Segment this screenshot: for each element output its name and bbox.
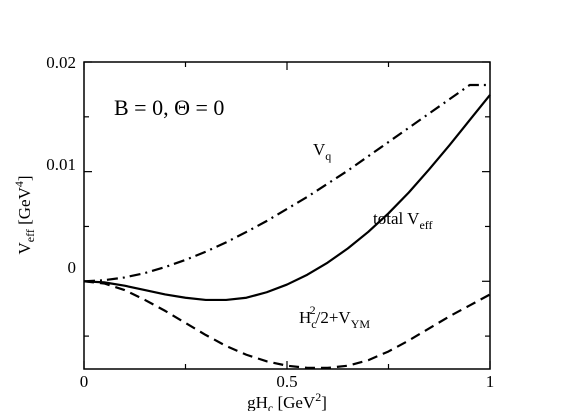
x-tick-label-0.5: 0.5: [276, 372, 297, 391]
series-label-vq-sub: q: [325, 149, 331, 163]
series-label-hc-ym-mid: /2+V: [316, 308, 352, 327]
y-axis-title-bracket-close: ]: [15, 175, 34, 181]
x-axis-title-main: gH: [247, 393, 268, 411]
series-label-hc-ym-main: H: [299, 308, 311, 327]
y-axis-title-main: V: [15, 242, 34, 255]
y-tick-label-0.02: 0.02: [46, 53, 76, 72]
condition-label: B = 0, Θ = 0: [114, 95, 224, 120]
series-label-vq: Vq: [313, 140, 331, 163]
x-axis-title-sub: c: [268, 401, 273, 411]
series-label-total-prefix: total V: [373, 209, 420, 228]
series-label-total-sub: eff: [419, 218, 432, 232]
series-label-total: total Veff: [373, 209, 433, 232]
series-line-hc_ym: [83, 280, 491, 369]
series-group: [83, 83, 491, 369]
y-axis-title-sub: eff: [23, 229, 37, 242]
x-tick-label-0: 0: [80, 372, 89, 391]
series-line-total: [83, 94, 491, 302]
x-axis-title: gHc [GeV2]: [247, 390, 327, 411]
y-axis-title: Veff [GeV4]: [12, 175, 37, 254]
y-axis-title-bracket-open: [GeV: [15, 186, 34, 229]
x-axis-title-sup: 2: [315, 390, 321, 404]
series-label-hc-ym: Hc2/2+VYM: [299, 303, 370, 331]
series-label-vq-main: V: [313, 140, 326, 159]
x-tick-label-1: 1: [486, 372, 495, 391]
y-tick-label-0.01: 0.01: [46, 155, 76, 174]
series-label-hc-ym-sub: c: [311, 317, 316, 331]
y-tick-label-0: 0: [68, 258, 77, 277]
x-axis-title-bracket-close: ]: [321, 393, 327, 411]
series-label-hc-ym-sup: 2: [310, 303, 316, 317]
y-axis-title-sup: 4: [12, 181, 26, 187]
series-label-hc-ym-sub2: YM: [351, 317, 371, 331]
x-axis-title-bracket-open: [GeV: [273, 393, 316, 411]
